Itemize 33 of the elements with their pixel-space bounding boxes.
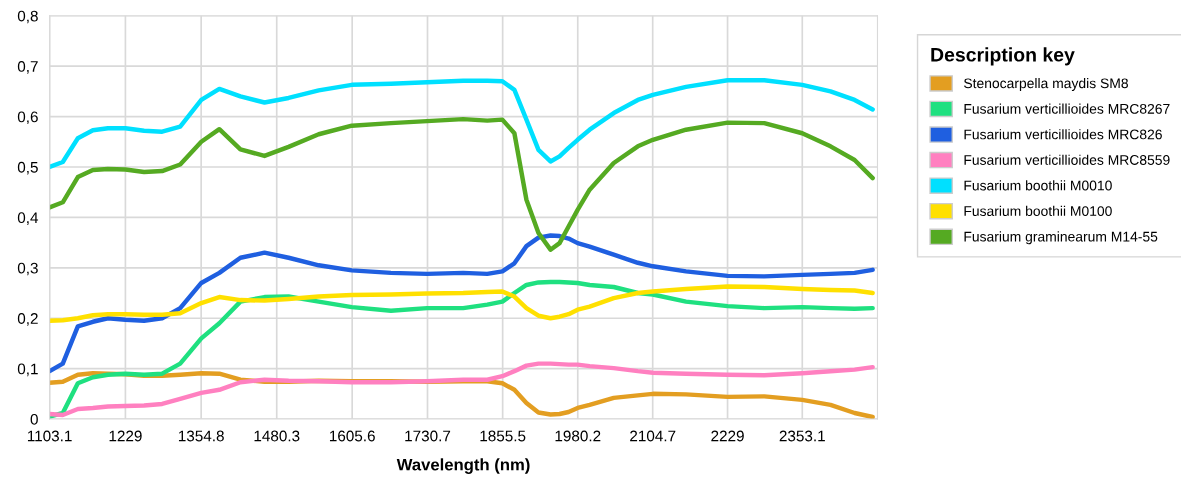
line-series [49,233,875,374]
legend-label: Fusarium boothii M0100 [964,205,1112,216]
x-tick-label: 1229 [109,430,142,442]
legend-label: Fusarium graminearum M14-55 [964,231,1158,245]
x-tick-label: 2229 [711,430,744,442]
legend-label: Fusarium verticillioides MRC826 [964,129,1162,140]
y-tick-label: 0,7 [17,61,38,74]
x-tick-label: 1103.1 [27,430,72,442]
line-series [49,78,875,170]
legend-label: Fusarium verticillioides MRC8559 [964,154,1170,165]
x-tick-label: 2353.1 [779,430,825,442]
y-tick-label: 0 [30,413,38,425]
y-tick-label: 0,2 [17,313,38,326]
x-tick-label: 1980.2 [555,430,601,442]
y-tick-label: 0,4 [17,212,39,225]
y-tick-label: 0,5 [17,161,38,175]
legend-label: Fusarium verticillioides MRC8267 [964,103,1170,114]
line-series [49,284,875,323]
x-tick-label: 1605.6 [329,430,375,442]
legend-label: Fusarium boothii M0010 [964,180,1112,191]
y-tick-label: 0,6 [17,111,38,125]
line-series [49,116,875,252]
y-tick-label: 0,3 [17,262,38,276]
x-tick-label: 1855.5 [480,430,526,442]
x-tick-label: 1480.3 [254,430,300,442]
x-axis-title: Wavelength (nm) [396,458,530,474]
x-tick-label: 1354.8 [178,430,224,442]
legend-title: Description key [931,47,1075,66]
legend-label: Stenocarpella maydis SM8 [964,78,1128,91]
y-tick-label: 0,8 [17,10,38,24]
x-tick-label: 2104.7 [630,430,676,442]
x-tick-label: 1730.7 [405,430,451,442]
y-tick-label: 0,1 [17,363,38,377]
